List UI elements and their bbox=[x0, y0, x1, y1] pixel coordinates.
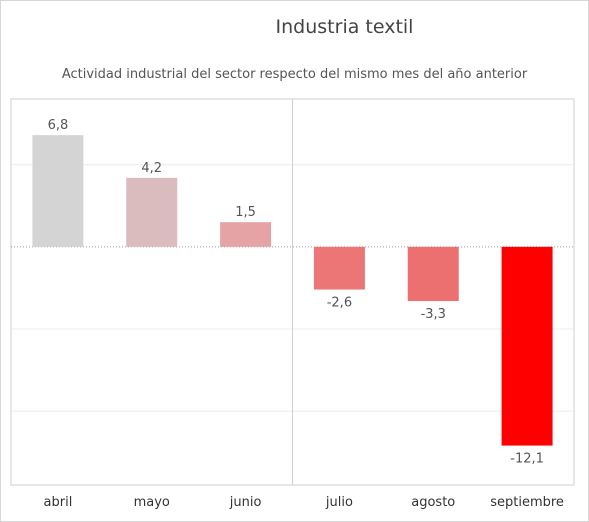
bar-septiembre bbox=[501, 246, 553, 446]
x-tick-abril: abril bbox=[44, 495, 73, 510]
chart-title: Industria textil bbox=[275, 16, 414, 38]
data-label-julio: -2,6 bbox=[327, 296, 352, 311]
x-tick-septiembre: septiembre bbox=[490, 495, 564, 510]
x-tick-agosto: agosto bbox=[411, 495, 455, 510]
bar-julio bbox=[313, 246, 365, 290]
bars bbox=[32, 135, 553, 446]
x-tick-junio: junio bbox=[229, 495, 262, 510]
data-labels: 6,8 4,2 1,5 -2,6 -3,3 -12,1 bbox=[48, 118, 544, 466]
data-label-agosto: -3,3 bbox=[421, 307, 446, 322]
data-label-septiembre: -12,1 bbox=[510, 452, 544, 467]
bar-abril bbox=[32, 135, 84, 247]
chart-subtitle: Actividad industrial del sector respecto… bbox=[61, 67, 528, 82]
bar-agosto bbox=[407, 246, 459, 302]
x-tick-labels: abril mayo junio julio agosto septiembre bbox=[44, 495, 564, 510]
x-tick-mayo: mayo bbox=[134, 495, 170, 510]
data-label-mayo: 4,2 bbox=[141, 161, 162, 176]
data-label-junio: 1,5 bbox=[235, 205, 256, 220]
bar-mayo bbox=[126, 177, 178, 247]
data-label-abril: 6,8 bbox=[48, 118, 69, 133]
x-tick-julio: julio bbox=[325, 495, 353, 510]
grid-lines bbox=[10, 98, 575, 486]
bar-junio bbox=[220, 222, 272, 247]
